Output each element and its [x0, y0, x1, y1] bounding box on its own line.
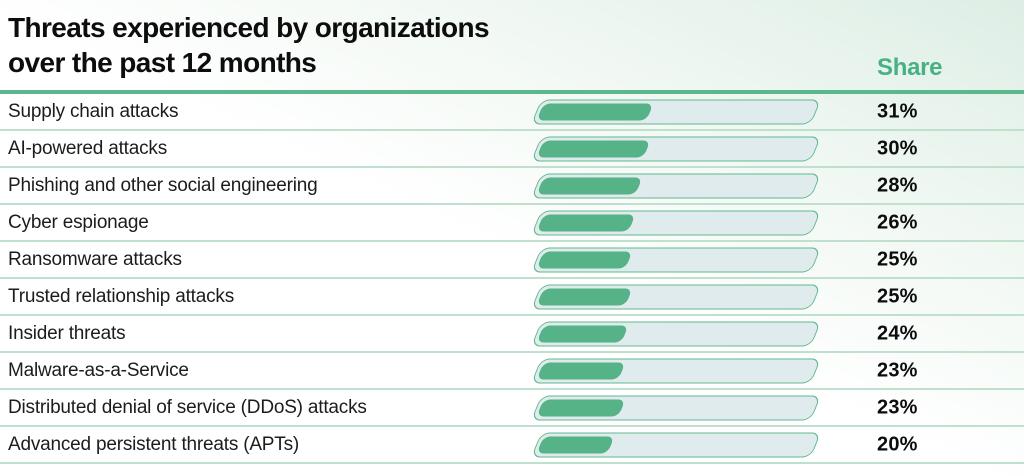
bar-track [530, 136, 822, 161]
table-row: Cyber espionage 26% [0, 205, 1024, 242]
table-row: Insider threats 24% [0, 316, 1024, 353]
threat-label: Malware-as-a-Service [8, 359, 189, 381]
share-value: 25% [877, 285, 918, 307]
share-value: 31% [877, 100, 918, 122]
share-value: 24% [877, 322, 918, 344]
table-row: Trusted relationship attacks 25% [0, 279, 1024, 316]
bar-fill [536, 250, 633, 268]
table-row: Malware-as-a-Service 23% [0, 353, 1024, 390]
table-row: Ransomware attacks 25% [0, 242, 1024, 279]
bar-fill [536, 435, 615, 453]
threat-rows: Supply chain attacks 31% AI-powered attack… [0, 94, 1024, 464]
bar-track [530, 210, 822, 235]
header-divider [0, 90, 1024, 94]
threat-label: Supply chain attacks [8, 100, 179, 122]
page-title-line1: Threats experienced by organizations [8, 12, 490, 43]
page-title-line2: over the past 12 months [8, 47, 317, 78]
bar-track [530, 99, 822, 124]
share-value: 30% [877, 137, 918, 159]
table-row: AI-powered attacks 30% [0, 131, 1024, 168]
bar-fill [536, 361, 626, 379]
share-value: 26% [877, 211, 918, 233]
threat-label: Phishing and other social engineering [8, 174, 318, 196]
bar-fill [536, 213, 636, 231]
share-value: 25% [877, 248, 918, 270]
bar-fill [536, 102, 654, 120]
bar-track [530, 173, 822, 198]
threat-label: Insider threats [8, 322, 126, 344]
bar-track [530, 358, 822, 383]
share-column-header: Share [877, 54, 943, 81]
threat-label: AI-powered attacks [8, 137, 168, 159]
threat-label: Trusted relationship attacks [8, 285, 235, 307]
chart-header: Threats experienced by organizations ove… [0, 0, 1024, 90]
threat-label: Cyber espionage [8, 211, 149, 233]
bar-track [530, 432, 822, 457]
bar-fill [536, 139, 651, 157]
table-row: Distributed denial of service (DDoS) att… [0, 390, 1024, 427]
bar-fill [536, 324, 629, 342]
threat-label: Advanced persistent threats (APTs) [8, 433, 300, 455]
bar-track [530, 321, 822, 346]
share-value: 28% [877, 174, 918, 196]
table-row: Supply chain attacks 31% [0, 94, 1024, 131]
bar-track [530, 395, 822, 420]
share-value: 20% [877, 433, 918, 455]
bar-track [530, 247, 822, 272]
threat-label: Ransomware attacks [8, 248, 182, 270]
table-row: Phishing and other social engineering 28% [0, 168, 1024, 205]
share-value: 23% [877, 396, 918, 418]
share-value: 23% [877, 359, 918, 381]
threat-label: Distributed denial of service (DDoS) att… [8, 396, 367, 418]
bar-fill [536, 287, 633, 305]
bar-fill [536, 176, 644, 194]
bar-fill [536, 398, 626, 416]
table-row: Advanced persistent threats (APTs) 20% [0, 427, 1024, 464]
page-title: Threats experienced by organizations ove… [8, 10, 490, 80]
bar-track [530, 284, 822, 309]
